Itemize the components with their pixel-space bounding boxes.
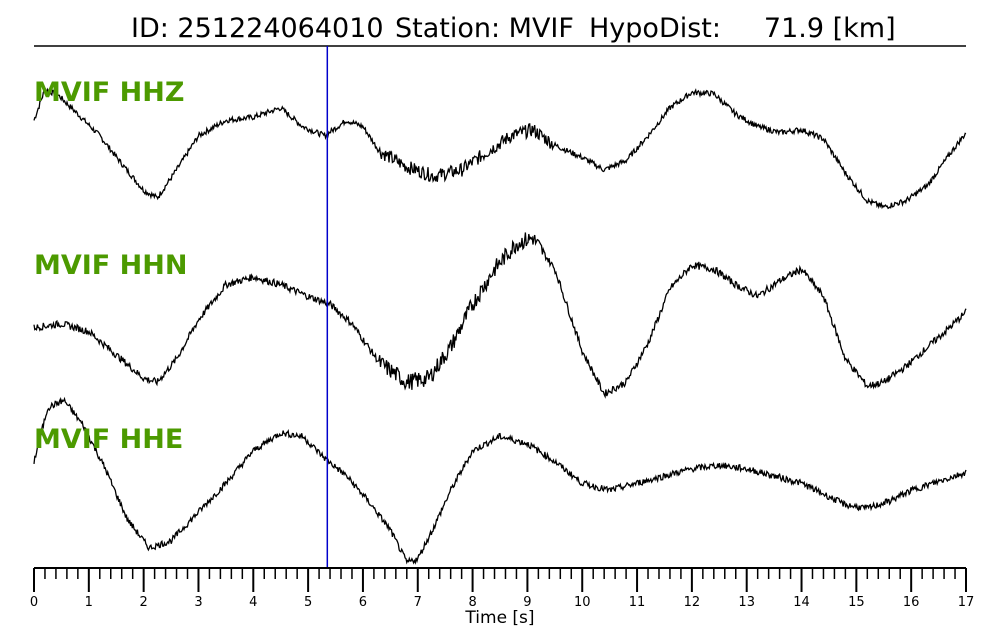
x-tick-label: 15 <box>848 595 865 610</box>
x-tick-label: 9 <box>523 595 531 610</box>
trace-mvif-hhz <box>33 87 967 210</box>
x-tick-label: 8 <box>468 595 476 610</box>
x-tick-label: 17 <box>958 595 975 610</box>
x-tick-label: 3 <box>194 595 202 610</box>
x-tick-label: 6 <box>359 595 367 610</box>
x-tick-label: 7 <box>414 595 422 610</box>
x-tick-label: 11 <box>629 595 646 610</box>
x-axis-label: Time [s] <box>464 608 534 628</box>
x-tick-label: 14 <box>793 595 810 610</box>
figure-title: ID: 251224064010 Station: MVIF HypoDist:… <box>131 13 896 44</box>
x-tick-label: 10 <box>574 595 591 610</box>
title-hypodist: HypoDist: 71.9 [km] <box>589 13 896 44</box>
channel-labels: MVIF HHZ MVIF HHN MVIF HHE <box>34 77 187 455</box>
x-tick-label: 0 <box>30 595 38 610</box>
title-event-id: ID: 251224064010 <box>131 13 384 44</box>
x-tick-label: 13 <box>738 595 755 610</box>
x-tick-label: 4 <box>249 595 257 610</box>
x-tick-label: 12 <box>684 595 701 610</box>
waveform-traces <box>33 87 967 565</box>
trace-mvif-hhn <box>33 232 967 399</box>
channel-label-hhz: MVIF HHZ <box>34 77 184 108</box>
channel-label-hhn: MVIF HHN <box>34 250 187 281</box>
trace-mvif-hhe <box>33 396 967 565</box>
time-axis: 0 1 2 3 4 5 6 7 8 9 10 11 12 13 14 15 16 17 <box>30 567 975 610</box>
channel-label-hhe: MVIF HHE <box>34 424 183 455</box>
x-tick-label: 1 <box>85 595 93 610</box>
title-station: Station: MVIF <box>395 13 574 44</box>
x-tick-label: 16 <box>903 595 920 610</box>
x-tick-label: 2 <box>140 595 148 610</box>
x-tick-label: 5 <box>304 595 312 610</box>
